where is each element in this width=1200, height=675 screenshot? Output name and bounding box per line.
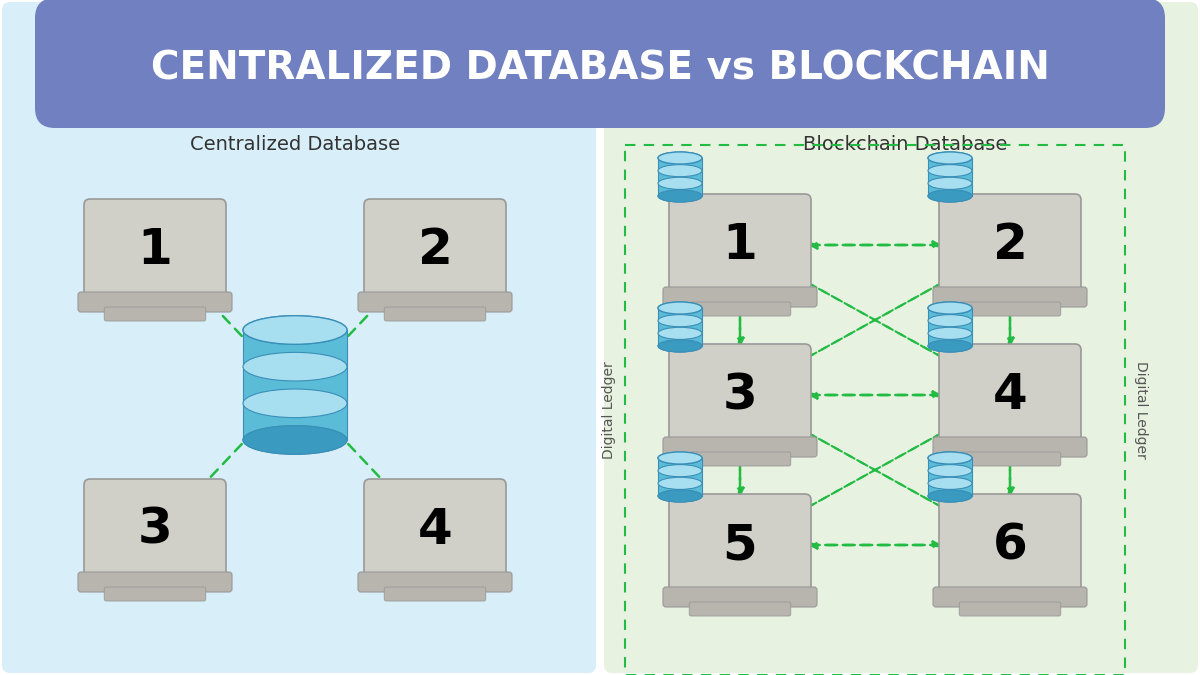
Ellipse shape (928, 490, 972, 502)
Ellipse shape (658, 340, 702, 352)
Ellipse shape (242, 316, 347, 344)
Ellipse shape (658, 340, 702, 352)
FancyBboxPatch shape (934, 437, 1087, 457)
FancyBboxPatch shape (662, 287, 817, 307)
FancyBboxPatch shape (364, 199, 506, 301)
FancyBboxPatch shape (934, 587, 1087, 607)
FancyBboxPatch shape (358, 572, 512, 592)
Polygon shape (658, 158, 702, 196)
FancyBboxPatch shape (78, 572, 232, 592)
Polygon shape (658, 308, 702, 346)
FancyBboxPatch shape (959, 602, 1061, 616)
Ellipse shape (658, 302, 702, 314)
Text: CENTRALIZED DATABASE vs BLOCKCHAIN: CENTRALIZED DATABASE vs BLOCKCHAIN (150, 49, 1050, 87)
Text: 6: 6 (992, 521, 1027, 569)
FancyBboxPatch shape (689, 602, 791, 616)
Ellipse shape (928, 302, 972, 314)
Ellipse shape (658, 190, 702, 202)
FancyBboxPatch shape (662, 587, 817, 607)
FancyBboxPatch shape (104, 307, 205, 321)
Text: 3: 3 (722, 371, 757, 419)
FancyBboxPatch shape (384, 307, 486, 321)
Polygon shape (928, 158, 972, 196)
Text: Digital Ledger: Digital Ledger (602, 361, 616, 459)
FancyBboxPatch shape (104, 587, 205, 601)
Ellipse shape (658, 178, 702, 190)
Text: 4: 4 (418, 506, 452, 554)
Ellipse shape (658, 315, 702, 327)
Ellipse shape (658, 452, 702, 464)
FancyBboxPatch shape (604, 2, 1198, 673)
Ellipse shape (658, 165, 702, 177)
Polygon shape (658, 458, 702, 496)
Text: Blockchain Database: Blockchain Database (803, 136, 1007, 155)
FancyBboxPatch shape (940, 194, 1081, 296)
Ellipse shape (658, 152, 702, 164)
Text: 5: 5 (722, 521, 757, 569)
Polygon shape (928, 458, 972, 496)
Ellipse shape (658, 327, 702, 340)
FancyBboxPatch shape (35, 0, 1165, 128)
Text: 3: 3 (138, 506, 173, 554)
Ellipse shape (658, 490, 702, 502)
Ellipse shape (928, 190, 972, 202)
FancyBboxPatch shape (84, 479, 226, 581)
Ellipse shape (928, 452, 972, 464)
Ellipse shape (928, 152, 972, 164)
Ellipse shape (658, 190, 702, 202)
Ellipse shape (928, 302, 972, 314)
Ellipse shape (928, 452, 972, 464)
Ellipse shape (928, 477, 972, 489)
FancyBboxPatch shape (662, 437, 817, 457)
FancyBboxPatch shape (84, 199, 226, 301)
FancyBboxPatch shape (78, 292, 232, 312)
FancyBboxPatch shape (358, 292, 512, 312)
Text: 2: 2 (992, 221, 1027, 269)
Ellipse shape (928, 464, 972, 477)
Ellipse shape (658, 477, 702, 489)
Ellipse shape (658, 152, 702, 164)
FancyBboxPatch shape (689, 452, 791, 466)
FancyBboxPatch shape (934, 287, 1087, 307)
Ellipse shape (928, 327, 972, 340)
Ellipse shape (242, 352, 347, 381)
Text: Centralized Database: Centralized Database (190, 136, 400, 155)
FancyBboxPatch shape (959, 302, 1061, 316)
Ellipse shape (928, 152, 972, 164)
Ellipse shape (928, 340, 972, 352)
Ellipse shape (928, 490, 972, 502)
Ellipse shape (242, 389, 347, 418)
Ellipse shape (242, 316, 347, 344)
FancyBboxPatch shape (689, 302, 791, 316)
Ellipse shape (658, 302, 702, 314)
FancyBboxPatch shape (959, 452, 1061, 466)
FancyBboxPatch shape (384, 587, 486, 601)
FancyBboxPatch shape (940, 344, 1081, 446)
Ellipse shape (928, 190, 972, 202)
Text: 4: 4 (992, 371, 1027, 419)
Ellipse shape (658, 452, 702, 464)
FancyBboxPatch shape (2, 2, 596, 673)
Text: 1: 1 (138, 226, 173, 274)
Ellipse shape (928, 315, 972, 327)
FancyBboxPatch shape (670, 194, 811, 296)
FancyBboxPatch shape (364, 479, 506, 581)
Ellipse shape (928, 340, 972, 352)
Ellipse shape (928, 165, 972, 177)
Ellipse shape (242, 426, 347, 454)
Polygon shape (242, 330, 347, 440)
Text: 2: 2 (418, 226, 452, 274)
Ellipse shape (658, 490, 702, 502)
Text: Digital Ledger: Digital Ledger (1134, 361, 1148, 459)
Ellipse shape (658, 464, 702, 477)
Ellipse shape (928, 178, 972, 190)
FancyBboxPatch shape (670, 344, 811, 446)
Text: 1: 1 (722, 221, 757, 269)
FancyBboxPatch shape (940, 494, 1081, 596)
Ellipse shape (242, 426, 347, 454)
Polygon shape (928, 308, 972, 346)
FancyBboxPatch shape (670, 494, 811, 596)
